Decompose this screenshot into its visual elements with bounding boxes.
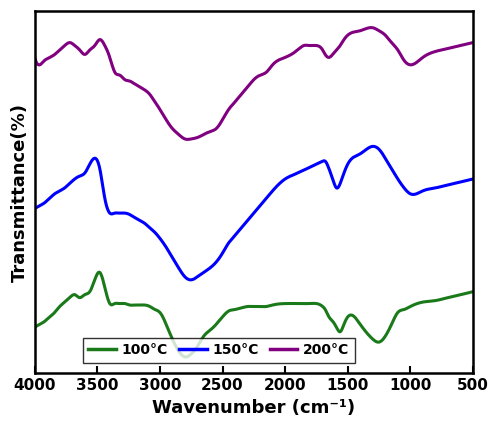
200°C [92, 43, 98, 48]
Line: 200°C: 200°C [34, 27, 473, 140]
200°C [184, 137, 190, 142]
100°C [32, 325, 38, 330]
150°C [92, 156, 98, 161]
100°C [137, 303, 143, 308]
100°C [443, 296, 449, 301]
X-axis label: Wavenumber (cm⁻¹): Wavenumber (cm⁻¹) [152, 399, 356, 417]
150°C [190, 277, 196, 282]
200°C [215, 124, 221, 129]
100°C [96, 270, 102, 275]
Line: 100°C: 100°C [34, 272, 473, 357]
150°C [32, 206, 38, 211]
100°C [190, 349, 196, 354]
150°C [204, 268, 210, 273]
Line: 150°C: 150°C [34, 146, 473, 280]
200°C [136, 84, 142, 89]
150°C [443, 183, 449, 188]
200°C [190, 136, 196, 141]
200°C [368, 25, 374, 30]
200°C [443, 46, 449, 51]
100°C [92, 278, 98, 283]
150°C [470, 176, 476, 181]
100°C [216, 319, 222, 324]
Legend: 100°C, 150°C, 200°C: 100°C, 150°C, 200°C [82, 338, 355, 363]
200°C [32, 55, 38, 60]
200°C [470, 40, 476, 45]
150°C [215, 257, 221, 262]
100°C [204, 330, 210, 335]
150°C [136, 218, 142, 223]
200°C [204, 131, 210, 136]
150°C [188, 277, 194, 282]
150°C [370, 144, 376, 149]
100°C [470, 289, 476, 294]
100°C [182, 354, 188, 360]
Y-axis label: Transmittance(%): Transmittance(%) [11, 103, 29, 282]
